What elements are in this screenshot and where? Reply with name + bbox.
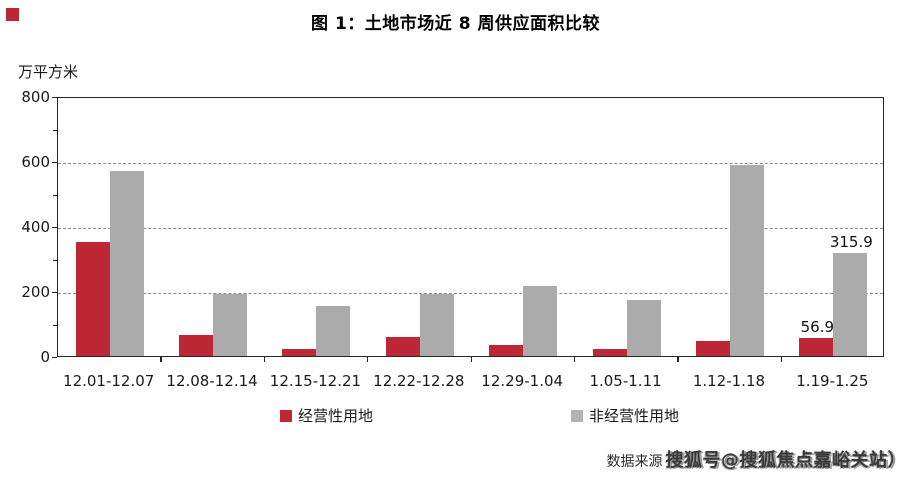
bar-经营性用地-12.08-12.14 <box>179 334 214 356</box>
bar-非经营性用地-12.22-12.28 <box>419 294 454 356</box>
legend-label: 非经营性用地 <box>589 407 680 425</box>
y-axis-label-600: 600 <box>21 153 50 171</box>
y-axis-tick <box>53 324 57 326</box>
x-axis-label-12.01-12.07: 12.01-12.07 <box>63 372 155 390</box>
legend-label: 经营性用地 <box>298 407 374 425</box>
x-axis-label-12.08-12.14: 12.08-12.14 <box>166 372 258 390</box>
y-axis-tick <box>53 129 57 131</box>
y-axis-label-0: 0 <box>40 348 50 366</box>
bar-经营性用地-12.01-12.07 <box>75 242 110 356</box>
y-axis-tick <box>52 292 57 294</box>
gridline-400 <box>58 228 883 229</box>
data-source-label: 数据来源 <box>606 454 663 470</box>
legend-swatch-gray <box>571 409 583 422</box>
x-axis-tick <box>263 357 266 362</box>
bar-经营性用地-12.15-12.21 <box>282 348 317 356</box>
y-axis-tick <box>53 259 57 261</box>
x-axis-tick <box>677 357 679 362</box>
y-axis-tick <box>52 97 57 99</box>
bar-非经营性用地-12.01-12.07 <box>109 170 144 356</box>
x-axis-tick <box>780 357 782 362</box>
y-axis-tick <box>52 227 57 229</box>
x-axis-label-1.19-1.25: 1.19-1.25 <box>796 372 869 390</box>
y-axis-tick <box>52 162 57 164</box>
x-axis-tick <box>160 357 162 362</box>
y-axis-label-200: 200 <box>21 283 50 301</box>
legend: 经营性用地 非经营性用地 <box>0 405 911 425</box>
data-label-56.9: 56.9 <box>800 317 835 336</box>
y-axis-tick <box>53 194 57 196</box>
gridline-200 <box>58 293 883 294</box>
bar-经营性用地-1.12-1.18 <box>695 341 730 356</box>
legend-item-operating-land: 经营性用地 <box>280 405 373 426</box>
chart-title: 图 1：土地市场近 8 周供应面积比较 <box>311 14 600 34</box>
bar-非经营性用地-12.29-1.04 <box>523 286 558 356</box>
y-axis-tick <box>52 357 57 359</box>
x-axis-tick <box>573 357 576 362</box>
x-axis-label-12.22-12.28: 12.22-12.28 <box>373 372 465 390</box>
bar-非经营性用地-1.12-1.18 <box>729 164 764 356</box>
legend-item-non-operating-land: 非经营性用地 <box>571 405 679 426</box>
plot-area <box>57 97 884 357</box>
bar-经营性用地-1.05-1.11 <box>592 348 627 356</box>
x-axis-label-12.29-1.04: 12.29-1.04 <box>481 372 564 390</box>
x-axis-label-1.05-1.11: 1.05-1.11 <box>589 372 662 390</box>
bar-非经营性用地-1.19-1.25 <box>833 253 868 356</box>
y-axis-label-400: 400 <box>21 218 50 236</box>
y-axis-label-800: 800 <box>21 88 50 106</box>
gridline-600 <box>58 163 883 164</box>
bar-非经营性用地-12.15-12.21 <box>316 305 351 356</box>
bar-经营性用地-1.19-1.25 <box>799 337 834 356</box>
x-axis-label-1.12-1.18: 1.12-1.18 <box>692 372 766 390</box>
x-axis-label-12.15-12.21: 12.15-12.21 <box>269 372 362 390</box>
legend-swatch-red <box>280 409 292 422</box>
y-axis-unit-label: 万平方米 <box>18 63 79 81</box>
corner-mark <box>6 8 19 21</box>
watermark-text: 搜狐号@搜狐焦点嘉峪关站） <box>665 450 906 471</box>
bar-经营性用地-12.29-1.04 <box>489 344 524 356</box>
bar-经营性用地-12.22-12.28 <box>385 336 420 356</box>
footer: 数据来源 搜狐号@搜狐焦点嘉峪关站） <box>607 446 907 472</box>
bar-非经营性用地-12.08-12.14 <box>213 293 248 356</box>
x-axis-tick <box>367 357 369 362</box>
bar-非经营性用地-1.05-1.11 <box>626 300 661 356</box>
x-axis-tick <box>470 357 472 362</box>
data-label-315.9: 315.9 <box>829 233 873 252</box>
